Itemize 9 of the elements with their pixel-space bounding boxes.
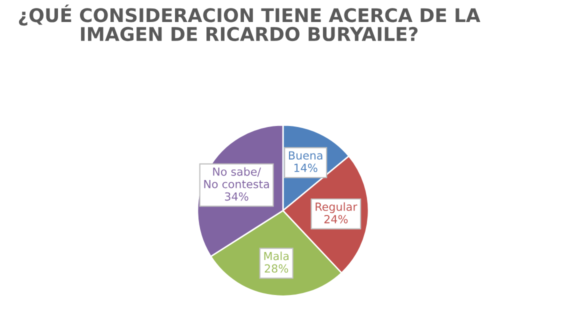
slice-label: Regular	[316, 202, 358, 214]
data-label: 14%	[294, 164, 318, 172]
slice-label: Buena	[288, 151, 322, 160]
data-label: 28%	[264, 264, 288, 273]
slice-label: Mala	[264, 252, 288, 260]
slice-label: No sabe/ No contesta	[204, 167, 269, 188]
data-label: 34%	[225, 192, 248, 201]
chart-title: ¿QUÉ CONSIDERACION TIENE ACERCA DE LA IMAGEN DE RICARDO BURYAILE?	[18, 4, 480, 42]
data-label: 24%	[324, 214, 348, 224]
